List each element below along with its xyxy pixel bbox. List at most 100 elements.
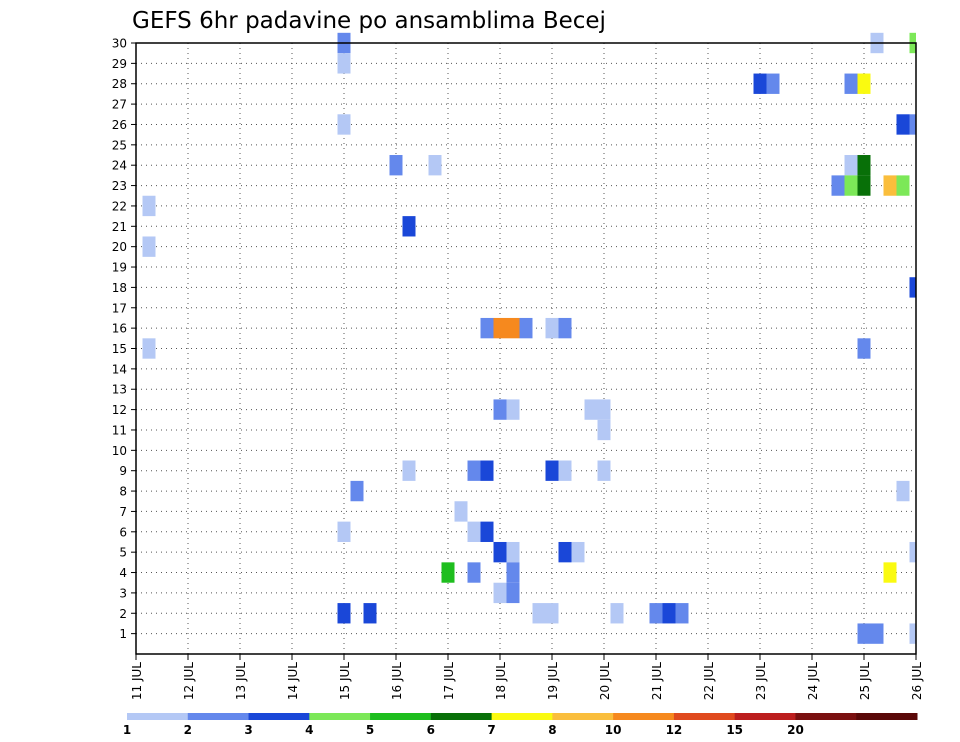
colorbar-segment xyxy=(370,713,432,720)
precip-cell xyxy=(337,114,351,135)
colorbar: 1 2 3 4 5 6 7 8 10 12 15 20 xyxy=(123,713,918,737)
y-tick-label: 8 xyxy=(119,485,127,499)
y-tick-label: 20 xyxy=(112,240,127,254)
x-tick-label: 14 JUL xyxy=(286,662,300,700)
y-tick-label: 16 xyxy=(112,322,127,336)
colorbar-segment xyxy=(248,713,310,720)
precip-cell xyxy=(571,541,585,563)
x-tick-label: 22 JUL xyxy=(702,662,716,700)
precip-cell xyxy=(857,175,871,196)
colorbar-segment xyxy=(613,713,675,720)
y-tick-label: 13 xyxy=(112,383,127,397)
precip-cell xyxy=(350,480,364,502)
colorbar-label: 8 xyxy=(548,723,556,737)
y-tick-label: 12 xyxy=(112,403,127,417)
precip-cell xyxy=(402,216,416,237)
y-tick-label: 28 xyxy=(112,77,127,91)
precip-cell xyxy=(909,541,916,563)
y-tick-label: 7 xyxy=(119,505,127,519)
y-tick-label: 4 xyxy=(119,566,127,580)
precip-cell xyxy=(909,277,916,298)
precip-cell xyxy=(896,480,910,502)
x-tick-label: 20 JUL xyxy=(598,662,612,700)
precip-cell xyxy=(467,562,481,583)
precip-cell xyxy=(831,175,845,196)
colorbar-label: 6 xyxy=(427,723,435,737)
precip-cell xyxy=(493,317,507,339)
x-tick-label: 11 JUL xyxy=(130,662,144,700)
x-tick-label: 16 JUL xyxy=(390,662,404,700)
colorbar-segment xyxy=(673,713,736,720)
y-tick-label: 23 xyxy=(112,179,127,193)
y-tick-label: 22 xyxy=(112,199,127,213)
colorbar-segment xyxy=(856,713,918,720)
precip-cell xyxy=(558,541,572,563)
precip-cell xyxy=(597,399,611,420)
precip-cell xyxy=(467,521,481,542)
precip-cell xyxy=(428,155,442,176)
y-tick-label: 3 xyxy=(119,586,127,600)
x-tick-label: 19 JUL xyxy=(546,662,560,700)
y-tick-label: 11 xyxy=(112,423,127,437)
x-tick-label: 15 JUL xyxy=(338,662,352,700)
y-axis-ticks: 1234567891011121314151617181920212223242… xyxy=(112,37,136,641)
colorbar-segment xyxy=(127,713,189,720)
precip-cell xyxy=(506,562,520,583)
colorbar-label: 7 xyxy=(487,723,495,737)
grid-lines xyxy=(136,42,916,654)
precip-cell xyxy=(402,460,416,481)
precip-cell xyxy=(142,338,156,359)
x-tick-label: 21 JUL xyxy=(650,662,664,700)
y-tick-label: 24 xyxy=(112,159,127,173)
x-tick-label: 12 JUL xyxy=(182,662,196,700)
precip-cell xyxy=(363,603,377,624)
x-tick-label: 13 JUL xyxy=(234,662,248,700)
x-tick-label: 24 JUL xyxy=(806,662,820,700)
y-tick-label: 5 xyxy=(119,546,127,560)
precip-cell xyxy=(649,603,663,624)
y-tick-label: 27 xyxy=(112,98,127,112)
data-cells xyxy=(142,32,916,644)
precip-cell xyxy=(883,175,897,196)
precip-cell xyxy=(558,317,572,339)
colorbar-segment xyxy=(795,713,857,720)
precip-cell xyxy=(493,541,507,563)
precip-cell xyxy=(909,114,916,135)
precip-cell xyxy=(519,317,533,339)
precip-cell xyxy=(480,521,494,542)
y-tick-label: 15 xyxy=(112,342,127,356)
y-tick-label: 21 xyxy=(112,220,127,234)
precip-cell xyxy=(480,317,494,339)
precip-cell xyxy=(545,460,559,481)
precip-cell xyxy=(142,195,156,217)
precip-cell xyxy=(857,155,871,176)
precip-cell xyxy=(857,73,871,94)
x-tick-label: 25 JUL xyxy=(858,662,872,700)
precip-cell xyxy=(857,623,871,644)
y-tick-label: 2 xyxy=(119,607,127,621)
precip-cell xyxy=(597,460,611,481)
precip-cell xyxy=(896,114,910,135)
precip-cell xyxy=(493,582,507,604)
precip-cell xyxy=(506,317,520,339)
y-tick-label: 19 xyxy=(112,261,127,275)
x-tick-label: 26 JUL xyxy=(910,662,924,700)
precip-cell xyxy=(506,541,520,563)
precip-cell xyxy=(844,175,858,196)
colorbar-segment xyxy=(309,713,371,720)
precip-cell xyxy=(480,460,494,481)
y-tick-label: 26 xyxy=(112,118,127,132)
y-tick-label: 18 xyxy=(112,281,127,295)
precip-cell xyxy=(844,155,858,176)
y-tick-label: 29 xyxy=(112,57,127,71)
precip-cell xyxy=(844,73,858,94)
y-tick-label: 10 xyxy=(112,444,127,458)
precip-cell xyxy=(337,603,351,624)
x-tick-label: 17 JUL xyxy=(442,662,456,700)
x-tick-label: 23 JUL xyxy=(754,662,768,700)
colorbar-segment xyxy=(734,713,796,720)
colorbar-label: 12 xyxy=(666,723,683,737)
colorbar-label: 2 xyxy=(184,723,192,737)
colorbar-label: 3 xyxy=(244,723,252,737)
